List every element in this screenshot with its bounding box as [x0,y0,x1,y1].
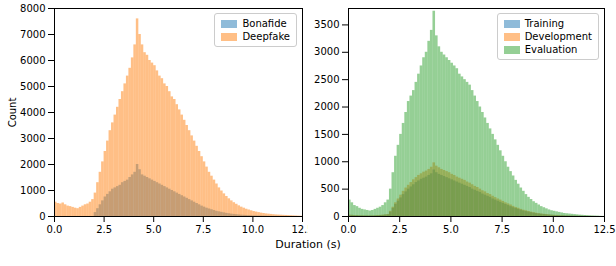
html-text:Bonafide: Bonafide [242,18,287,29]
html-text:Evaluation: Evaluation [524,44,578,55]
svg-text:0.0: 0.0 [47,224,63,235]
svg-text:1000: 1000 [20,185,45,196]
svg-text:Count: Count [7,98,18,128]
svg-text:0: 0 [333,211,339,222]
html-text:Training: Training [524,18,565,29]
svg-text:2.5: 2.5 [392,224,408,235]
svg-text:8000: 8000 [20,3,45,14]
svg-text:3500: 3500 [314,19,339,30]
svg-text:12.5: 12.5 [291,224,308,235]
svg-text:10.0: 10.0 [542,224,564,235]
svg-text:7.5: 7.5 [195,224,211,235]
svg-text:2500: 2500 [314,74,339,85]
svg-text:500: 500 [320,183,339,194]
svg-text:10.0: 10.0 [242,224,264,235]
html-text:Deepfake: Deepfake [242,31,290,42]
html-text:Duration (s): Duration (s) [275,238,341,251]
svg-text:0.0: 0.0 [341,224,357,235]
svg-text:7000: 7000 [20,29,45,40]
svg-text:1500: 1500 [314,129,339,140]
svg-text:5.0: 5.0 [146,224,162,235]
html-text:Development: Development [524,31,592,42]
svg-text:6000: 6000 [20,55,45,66]
svg-text:2.5: 2.5 [96,224,112,235]
svg-text:2000: 2000 [20,159,45,170]
svg-text:12.5: 12.5 [593,224,615,235]
svg-text:7.5: 7.5 [494,224,510,235]
svg-text:3000: 3000 [20,133,45,144]
svg-text:5000: 5000 [20,81,45,92]
svg-text:1000: 1000 [314,156,339,167]
svg-text:4000: 4000 [20,107,45,118]
svg-text:2000: 2000 [314,101,339,112]
svg-text:3000: 3000 [314,46,339,57]
svg-text:0: 0 [39,211,45,222]
svg-text:5.0: 5.0 [443,224,459,235]
